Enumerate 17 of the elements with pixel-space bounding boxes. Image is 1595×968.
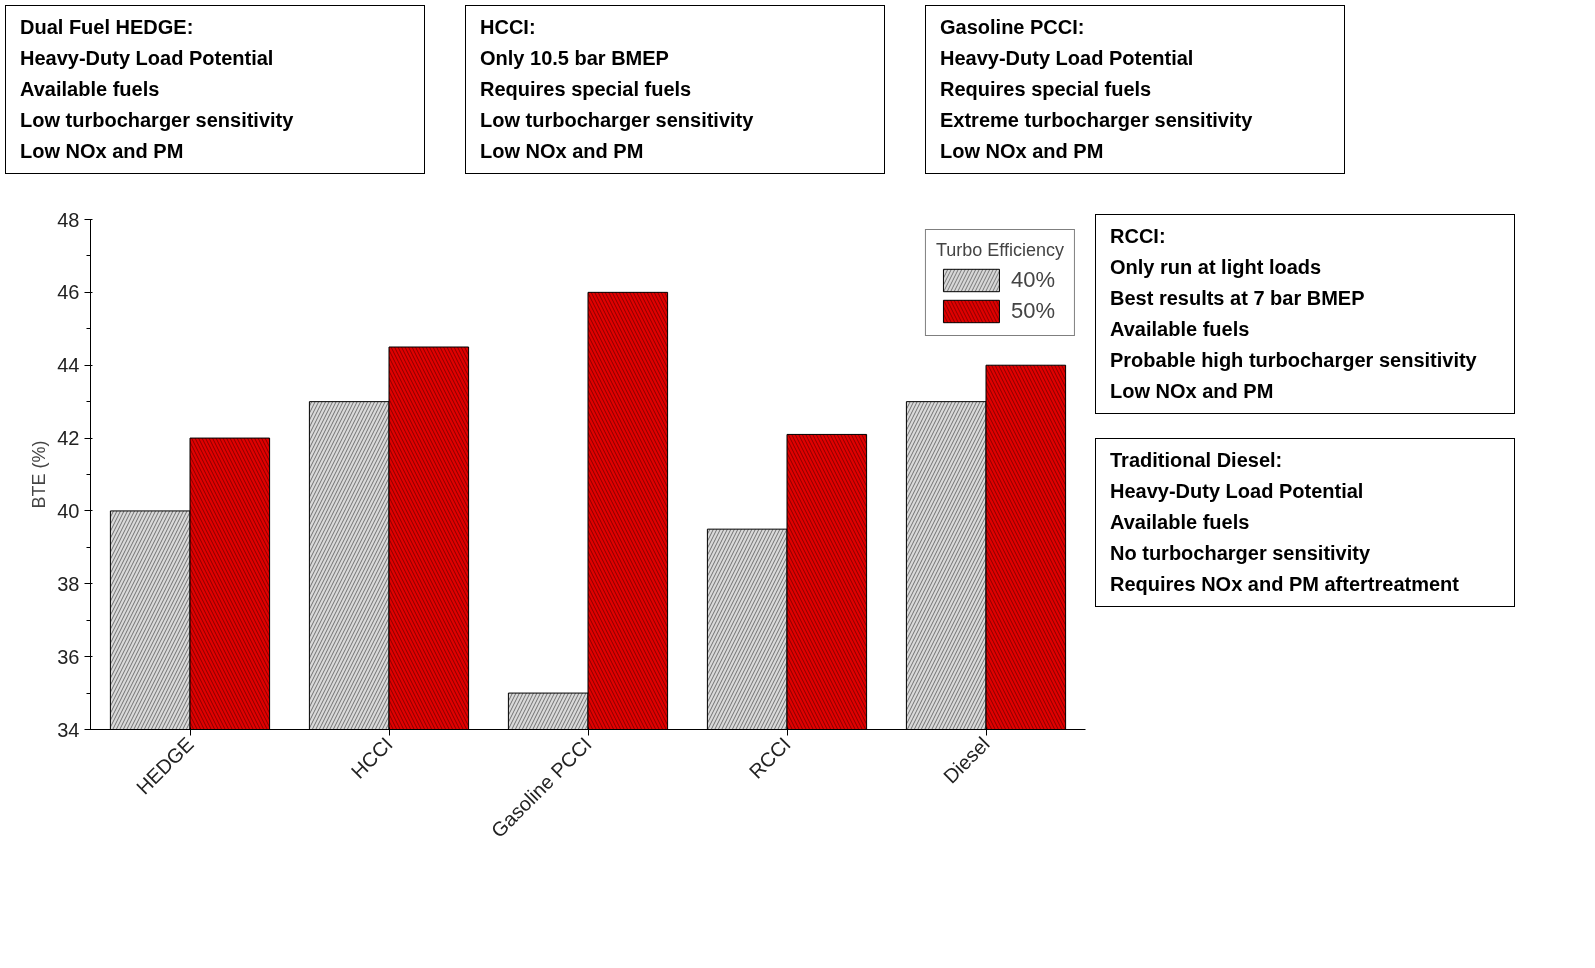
- legend-label: 50%: [1010, 298, 1055, 324]
- y-tick-label: 36: [57, 645, 80, 668]
- text: Dual Fuel HEDGE: Heavy-Duty Load Potential Available fuels Low turbocharger sensitivity Low NOx and PM: [20, 15, 294, 164]
- text: Traditional Diesel: Heavy-Duty Load Potential Available fuels No turbocharger sensitivity Requires NOx and PM aftertreatment: [1110, 448, 1459, 597]
- text: HCCI: Only 10.5 bar BMEP Requires special fuels Low turbocharger sensitivity Low NOx and PM: [480, 15, 754, 164]
- y-tick-label: 42: [57, 427, 80, 450]
- text: Gasoline PCCI: Heavy-Duty Load Potential Requires special fuels Extreme turbocharger sensitivity Low NOx and PM: [940, 15, 1253, 164]
- y-tick-label: 34: [57, 718, 80, 741]
- y-tick-label: 46: [57, 281, 80, 304]
- text: RCCI: Only run at light loads Best results at 7 bar BMEP Available fuels Probable high turbocharger sensitivity Low NOx and PM: [1110, 224, 1477, 404]
- y-tick-label: 44: [57, 354, 80, 377]
- y-tick-label: 38: [57, 572, 80, 595]
- legend-label: 40%: [1010, 267, 1055, 293]
- y-tick-label: 48: [57, 208, 80, 231]
- y-axis-title: BTE (%): [29, 440, 50, 509]
- legend-title: Turbo Efficiency: [935, 240, 1064, 261]
- y-tick-label: 40: [57, 499, 80, 522]
